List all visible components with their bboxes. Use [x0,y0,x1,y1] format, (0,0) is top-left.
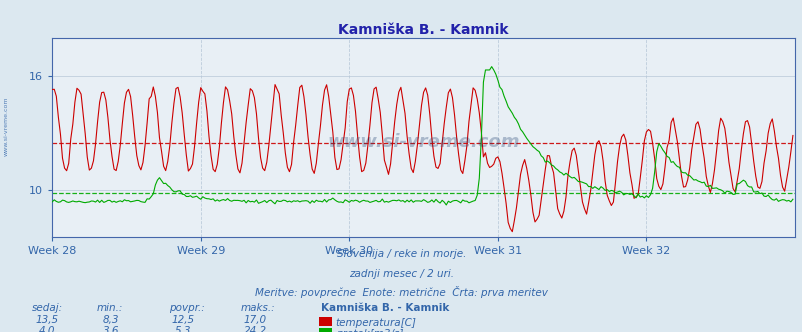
Text: Meritve: povprečne  Enote: metrične  Črta: prva meritev: Meritve: povprečne Enote: metrične Črta:… [255,286,547,298]
Text: www.si-vreme.com: www.si-vreme.com [327,133,519,151]
Text: 12,5: 12,5 [172,315,194,325]
Text: 3,6: 3,6 [103,326,119,332]
Text: pretok[m3/s]: pretok[m3/s] [335,329,403,332]
Text: 24,2: 24,2 [244,326,266,332]
Text: 8,3: 8,3 [103,315,119,325]
Text: povpr.:: povpr.: [168,303,205,313]
Title: Kamniška B. - Kamnik: Kamniška B. - Kamnik [338,23,508,37]
Text: Kamniška B. - Kamnik: Kamniška B. - Kamnik [321,303,449,313]
Text: zadnji mesec / 2 uri.: zadnji mesec / 2 uri. [349,269,453,279]
Text: sedaj:: sedaj: [32,303,63,313]
Text: 17,0: 17,0 [244,315,266,325]
Text: temperatura[C]: temperatura[C] [335,318,416,328]
Text: min.:: min.: [96,303,123,313]
Text: maks.:: maks.: [241,303,275,313]
Text: Slovenija / reke in morje.: Slovenija / reke in morje. [336,249,466,259]
Text: 5,3: 5,3 [175,326,191,332]
Text: 13,5: 13,5 [35,315,58,325]
Text: www.si-vreme.com: www.si-vreme.com [4,96,9,156]
Text: 4,0: 4,0 [38,326,55,332]
